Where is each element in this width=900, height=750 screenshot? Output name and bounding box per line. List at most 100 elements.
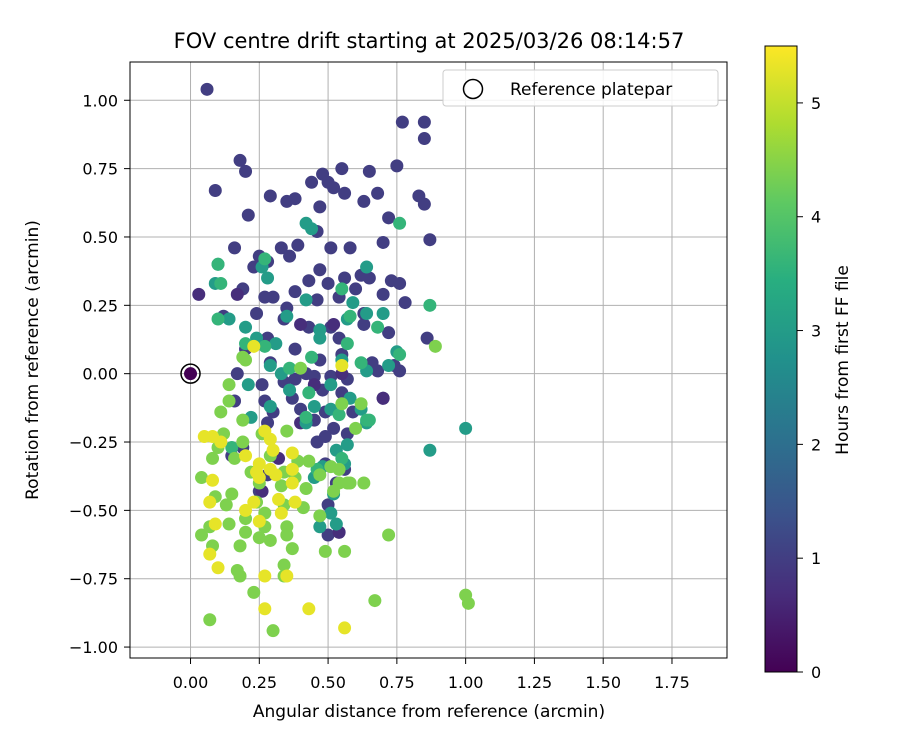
data-point bbox=[283, 361, 297, 375]
data-point bbox=[294, 317, 308, 331]
data-point bbox=[393, 276, 407, 290]
data-point bbox=[420, 331, 434, 345]
y-tick-label: 0.50 bbox=[82, 228, 118, 247]
data-point bbox=[285, 542, 299, 556]
data-point bbox=[354, 356, 368, 370]
data-point bbox=[313, 331, 327, 345]
data-point bbox=[343, 309, 357, 323]
y-tick-label: −0.25 bbox=[69, 433, 118, 452]
data-point bbox=[285, 446, 299, 460]
data-point bbox=[354, 397, 368, 411]
data-point bbox=[428, 339, 442, 353]
data-point bbox=[252, 457, 266, 471]
data-point bbox=[362, 164, 376, 178]
data-point bbox=[241, 378, 255, 392]
colorbar: 0 1 2 3 4 5 Hours from first FF file bbox=[764, 45, 853, 682]
data-point bbox=[368, 594, 382, 608]
y-axis-ticks: −1.00 −0.75 −0.50 −0.25 0.00 0.25 0.50 0.75 1.00 bbox=[69, 91, 130, 657]
colorbar-label: Hours from first FF file bbox=[833, 265, 853, 455]
data-point bbox=[277, 558, 291, 572]
data-point bbox=[261, 271, 275, 285]
data-point bbox=[313, 263, 327, 277]
data-point bbox=[299, 293, 313, 307]
data-point bbox=[335, 282, 349, 296]
data-point bbox=[459, 421, 473, 435]
data-point bbox=[285, 476, 299, 490]
data-point bbox=[382, 528, 396, 542]
x-tick-label: 1.00 bbox=[448, 673, 484, 692]
data-point bbox=[329, 517, 343, 531]
data-point bbox=[362, 271, 376, 285]
data-point bbox=[222, 517, 236, 531]
data-point bbox=[313, 468, 327, 482]
data-point bbox=[247, 339, 261, 353]
data-point bbox=[390, 159, 404, 173]
data-point bbox=[288, 495, 302, 509]
data-point bbox=[338, 621, 352, 635]
data-point bbox=[195, 471, 209, 485]
data-point bbox=[302, 454, 316, 468]
x-tick-label: 0.50 bbox=[310, 673, 346, 692]
data-point bbox=[228, 451, 242, 465]
data-point bbox=[206, 451, 220, 465]
data-point bbox=[423, 443, 437, 457]
data-point bbox=[258, 602, 272, 616]
data-point bbox=[318, 544, 332, 558]
data-point bbox=[327, 484, 341, 498]
data-point bbox=[269, 468, 283, 482]
data-point bbox=[239, 320, 253, 334]
data-point bbox=[263, 399, 277, 413]
data-point bbox=[239, 525, 253, 539]
data-point bbox=[241, 208, 255, 222]
data-point bbox=[305, 350, 319, 364]
data-point bbox=[340, 476, 354, 490]
data-point bbox=[335, 397, 349, 411]
data-point bbox=[332, 408, 346, 422]
data-point bbox=[335, 162, 349, 176]
data-point bbox=[233, 569, 247, 583]
x-axis-ticks: 0.00 0.25 0.50 0.75 1.00 1.25 1.50 1.75 bbox=[173, 658, 690, 692]
data-point bbox=[266, 290, 280, 304]
data-point bbox=[324, 241, 338, 255]
data-point bbox=[340, 337, 354, 351]
data-point bbox=[382, 326, 396, 340]
data-point bbox=[302, 274, 316, 288]
x-tick-label: 0.75 bbox=[379, 673, 415, 692]
data-point bbox=[239, 503, 253, 517]
data-point bbox=[214, 435, 228, 449]
data-point bbox=[208, 517, 222, 531]
data-point bbox=[211, 561, 225, 575]
data-point bbox=[252, 514, 266, 528]
data-point bbox=[236, 435, 250, 449]
chart-title: FOV centre drift starting at 2025/03/26 … bbox=[174, 29, 685, 53]
data-point bbox=[338, 271, 352, 285]
data-point bbox=[349, 421, 363, 435]
data-point bbox=[327, 421, 341, 435]
data-point bbox=[272, 492, 286, 506]
data-point bbox=[214, 405, 228, 419]
data-point bbox=[340, 438, 354, 452]
data-point bbox=[371, 320, 385, 334]
data-point bbox=[357, 476, 371, 490]
data-point bbox=[376, 307, 390, 321]
data-point bbox=[338, 186, 352, 200]
data-point bbox=[327, 317, 341, 331]
data-point bbox=[321, 528, 335, 542]
x-tick-label: 1.75 bbox=[654, 673, 690, 692]
colorbar-tick-label: 2 bbox=[811, 435, 821, 454]
data-point bbox=[252, 531, 266, 545]
data-point bbox=[203, 547, 217, 561]
data-point bbox=[233, 153, 247, 167]
data-point bbox=[203, 613, 217, 627]
data-point bbox=[252, 471, 266, 485]
colorbar-tick-label: 1 bbox=[811, 549, 821, 568]
data-point bbox=[393, 348, 407, 362]
y-tick-label: −0.50 bbox=[69, 501, 118, 520]
data-point bbox=[195, 528, 209, 542]
data-point bbox=[274, 479, 288, 493]
reference-point-fill bbox=[184, 367, 198, 381]
data-point bbox=[360, 307, 374, 321]
data-point bbox=[222, 378, 236, 392]
data-point bbox=[357, 194, 371, 208]
